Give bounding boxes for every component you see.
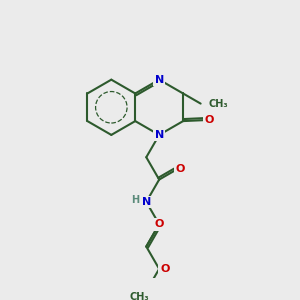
Text: CH₃: CH₃ <box>129 292 149 300</box>
Text: O: O <box>160 264 169 274</box>
Text: H: H <box>131 195 139 205</box>
Text: N: N <box>142 197 151 207</box>
Text: O: O <box>204 115 214 125</box>
Text: N: N <box>154 75 164 85</box>
Text: CH₃: CH₃ <box>209 99 229 109</box>
Text: N: N <box>154 130 164 140</box>
Text: O: O <box>176 164 185 174</box>
Text: O: O <box>154 219 164 230</box>
